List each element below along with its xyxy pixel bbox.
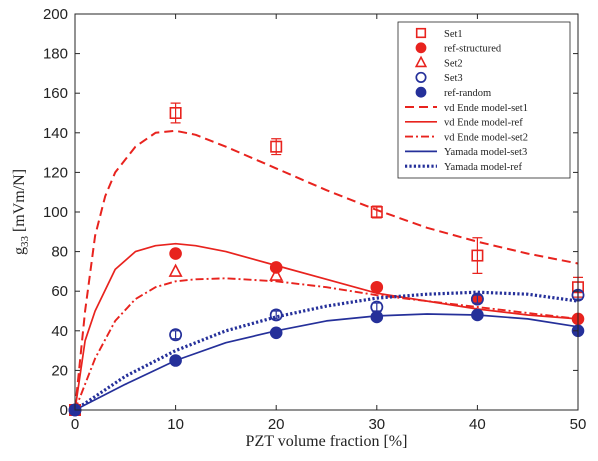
model-lines xyxy=(74,129,579,412)
legend-label-9: Yamada model-set3 xyxy=(444,147,527,158)
legend-marker-1 xyxy=(415,27,427,39)
legend-marker-2 xyxy=(415,42,427,54)
y-tick-label-6: 100 xyxy=(43,204,68,221)
data-point-2-2 xyxy=(169,247,182,260)
data-point-1-2 xyxy=(169,107,182,120)
line-series-1 xyxy=(74,129,579,411)
line-series-4 xyxy=(74,313,579,411)
y-axis-label: g33 [mVm/N] xyxy=(11,169,31,255)
y-axis-label-subscript: 33 xyxy=(19,236,31,248)
y-tick-label-10: 180 xyxy=(43,46,68,63)
data-point-5-4 xyxy=(370,310,384,324)
axes xyxy=(74,13,579,411)
y-tick-label-7: 120 xyxy=(43,164,68,181)
data-point-4-2 xyxy=(169,328,183,342)
data-point-5-2 xyxy=(169,354,182,367)
x-tick-label-5: 40 xyxy=(469,416,486,433)
data-point-4-3 xyxy=(269,308,283,322)
legend-label-1: Set1 xyxy=(444,29,463,40)
y-tick-label-2: 20 xyxy=(51,362,68,379)
legend-label-6: vd Ende model-set1 xyxy=(444,103,528,114)
data-point-1-3 xyxy=(270,140,283,153)
error-bar-1-2 xyxy=(170,102,181,124)
y-axis-label-unit: [mVm/N] xyxy=(11,169,28,236)
legend-marker-4 xyxy=(415,71,427,83)
legend-label-7: vd Ende model-ref xyxy=(444,118,523,129)
data-point-5-5 xyxy=(471,308,484,322)
legend-label-10: Yamada model-ref xyxy=(444,162,522,173)
error-bar-1-5 xyxy=(472,237,483,274)
data-point-4-5 xyxy=(470,292,484,306)
x-tick-label-2: 10 xyxy=(167,416,184,433)
y-axis-label-main: g xyxy=(11,247,28,255)
legend-label-4: Set3 xyxy=(444,73,463,84)
y-tick-label-9: 160 xyxy=(43,85,68,102)
line-series-5 xyxy=(74,290,579,412)
data-point-1-4 xyxy=(370,206,383,219)
data-point-2-4 xyxy=(370,280,384,294)
legend-label-8: vd Ende model-set2 xyxy=(444,132,528,143)
data-points xyxy=(68,102,585,417)
y-tick-label-4: 60 xyxy=(51,283,68,300)
x-axis-label: PZT volume fraction [%] xyxy=(246,433,408,450)
line-series-3 xyxy=(74,277,579,411)
y-tick-label-8: 140 xyxy=(43,125,68,142)
legend: Set1 ref-structured Set2 Set3 ref-random vd E… xyxy=(397,21,571,179)
x-tick-label-3: 20 xyxy=(268,416,285,433)
legend-marker-3 xyxy=(414,55,428,68)
x-tick-label-6: 50 xyxy=(570,416,587,433)
y-tick-label-5: 80 xyxy=(51,244,68,261)
legend-label-5: ref-random xyxy=(444,88,491,99)
legend-label-3: Set2 xyxy=(444,58,463,69)
y-tick-label-11: 200 xyxy=(43,6,68,23)
tick-labels: 0 10 20 30 40 50 0 20 40 60 80 100 120 140 160 180 200 xyxy=(43,6,586,433)
legend-marker-5 xyxy=(415,86,427,98)
y-tick-label-3: 40 xyxy=(51,323,68,340)
data-point-5-3 xyxy=(269,326,283,340)
y-tick-label-1: 0 xyxy=(60,402,68,419)
x-tick-label-4: 30 xyxy=(368,416,385,433)
x-tick-label-1: 0 xyxy=(71,416,79,433)
data-point-3-2 xyxy=(269,267,284,281)
legend-label-2: ref-structured xyxy=(444,44,502,55)
line-series-2 xyxy=(74,242,579,411)
data-point-3-1 xyxy=(168,263,183,277)
data-point-1-5 xyxy=(471,249,484,262)
